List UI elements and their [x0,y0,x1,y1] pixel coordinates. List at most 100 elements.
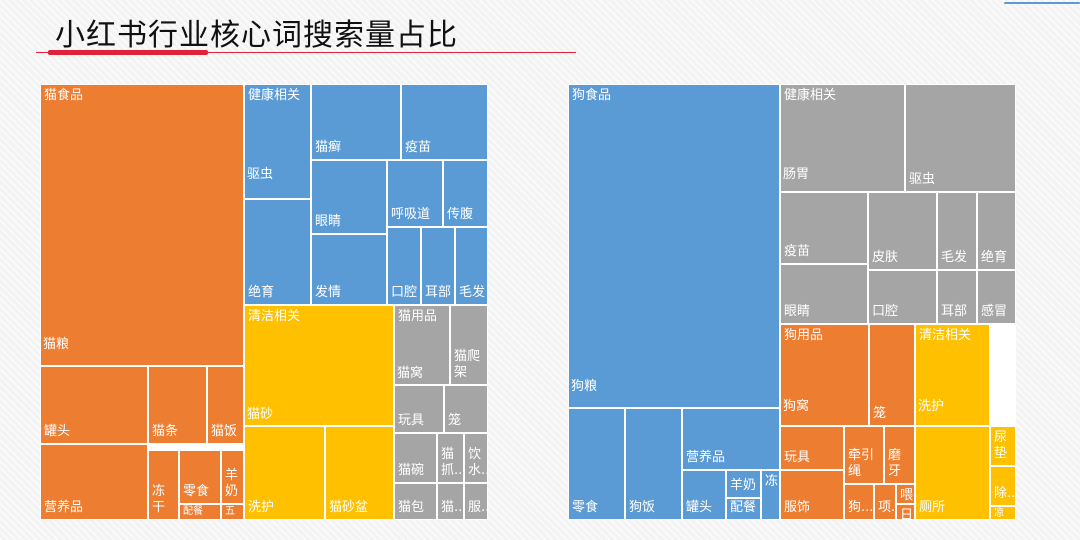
treemap-tile-label: 服饰 [784,500,811,515]
treemap-tile-label: 除... [994,486,1016,501]
treemap-tile: 服... [464,483,488,520]
treemap-tile: 零食 [179,450,221,504]
treemap-tile: 厕所 [915,426,990,520]
page-title: 小红书行业核心词搜索量占比 [55,18,458,53]
treemap-tile-label: 营养品 [44,500,84,515]
treemap-tile-label: 猫砂 [247,407,274,422]
treemap-tile-label: 罐头 [44,424,71,439]
treemap-tile: 驱虫 [905,84,1016,192]
treemap-tile-label: 尿垫 [994,430,1008,461]
treemap-tile: 传腹 [443,160,488,227]
treemap-tile: 笼 [869,324,915,426]
treemap-tile-label: 绝育 [981,250,1008,265]
treemap-tile: 绝育 [977,192,1016,270]
treemap-tile: 猫粮 [40,334,244,366]
treemap-tile-label: 口腔 [391,285,418,300]
treemap-tile-label: 凉 [994,508,1004,519]
treemap-tile: 冻干 [148,450,179,520]
treemap-tile-label: 零食 [183,484,210,499]
treemap-tile: 配餐 [179,504,221,520]
treemap-tile-label: 疫苗 [405,140,432,155]
treemap-tile: 羊奶 [221,450,244,504]
treemap-tile: 牵引绳 [844,426,884,484]
treemap-tile-label: 眼睛 [315,214,342,229]
treemap-tile-label: 狗用品 [784,328,824,343]
treemap-tile: 洗护 [915,396,990,426]
treemap-tile: 猫用品 [394,305,450,385]
treemap-tile: 配餐 [726,498,761,520]
treemap-tile: 猫食品 [40,84,244,366]
treemap-tile-label: 耳部 [425,285,452,300]
treemap-tile: 健康相关 [244,84,311,199]
treemap-tile-label: 罐头 [686,500,713,515]
treemap-tile: 猫包 [394,483,437,520]
treemap-tile: 营养品 [682,408,780,470]
treemap-tile-label: 笼 [448,413,462,428]
treemap-tile: 猫条 [148,366,207,444]
treemap-tile-label: 口腔 [872,304,899,319]
treemap-tile: 猫癣 [311,84,401,160]
treemap-tile-label: 冻 [765,474,779,489]
treemap-tile-label: 项... [878,500,896,515]
treemap-tile: 驱虫 [244,164,311,199]
treemap-tile-label: 绝育 [248,285,275,300]
treemap-tile: 狗窝 [780,396,869,426]
treemap-tile: 口腔 [868,270,937,324]
treemap-tile: 疫苗 [401,84,488,160]
treemap-tile: 清洁相关 [915,324,990,426]
treemap-tile-label: 猫碗 [398,463,425,478]
treemap-tile-label: 传腹 [447,207,474,222]
treemap-tile: 疫苗 [780,192,868,264]
treemap-tile: 罐头 [40,366,148,444]
treemap-tile-label: 猫砂盆 [329,500,369,515]
treemap-tile: 猫饭 [207,366,244,444]
treemap-tile-label: 猫... [441,500,464,515]
treemap-tile-label: 疫苗 [784,244,811,259]
treemap-tile: 日 [896,504,915,520]
treemap-tile: 洗护 [244,426,325,520]
treemap-tile-label: 健康相关 [248,88,301,103]
treemap-tile-label: 羊奶 [225,468,239,499]
treemap-tile-label: 感冒 [981,304,1008,319]
treemap-tile-label: 猫包 [398,500,425,515]
treemap-tile-label: 毛发 [459,285,486,300]
treemap-tile-label: 猫爬架 [454,349,481,380]
treemap-tile-label: 猫用品 [398,309,438,324]
treemap-tile: 笼 [444,385,488,433]
treemap-tile: 狗食品 [568,84,780,408]
treemap-tile: 除... [990,466,1016,506]
treemap-tile-label: 饮水... [468,447,487,478]
treemap-tile: 项... [874,484,896,520]
treemap-tile-label: 洗护 [918,399,945,414]
treemap-tile-label: 猫食品 [44,88,84,103]
treemap-tile: 零食 [568,408,625,520]
treemap-tile: 感冒 [977,270,1016,324]
treemap-tile-label: 磨牙 [888,448,902,479]
treemap-tile: 猫砂 [244,384,394,426]
treemap-tile-label: 呼吸道 [391,207,431,222]
treemap-tile-label: 猫抓... [441,447,464,478]
treemap-tile: 狗饭 [625,408,682,520]
treemap-tile: 绝育 [244,199,311,305]
treemap-tile: 皮肤 [868,192,937,270]
treemap-tile: 猫... [437,483,464,520]
dog-treemap: 狗食品 狗粮 零食 狗饭 营养品 罐头 羊奶 配餐冻 健康相关 肠胃 驱虫 疫苗 皮肤 毛发 绝育 眼睛 口腔 耳… [568,84,1016,520]
treemap-tile: 呼吸道 [387,160,443,227]
treemap-tile: 毛发 [455,227,488,305]
treemap-tile-label: 肠胃 [783,167,810,182]
treemap-tile-label: 狗... [848,500,874,515]
corner-accent-line [1004,2,1080,4]
treemap-tile: 凉 [990,506,1016,520]
treemap-tile-label: 猫癣 [315,140,342,155]
treemap-tile: 狗用品 [780,324,869,426]
treemap-tile: 狗粮 [568,376,780,408]
treemap-tile-label: 驱虫 [909,172,936,187]
treemap-tile: 冻 [761,470,780,520]
treemap-tile: 清洁相关 [244,305,394,426]
title-accent-bar [48,50,208,55]
treemap-tile-label: 眼睛 [784,304,811,319]
treemap-tile: 喂... [896,484,915,504]
treemap-tile-label: 猫粮 [43,337,70,352]
treemap-tile: 毛发 [937,192,977,270]
treemap-tile-label: 笼 [873,406,887,421]
